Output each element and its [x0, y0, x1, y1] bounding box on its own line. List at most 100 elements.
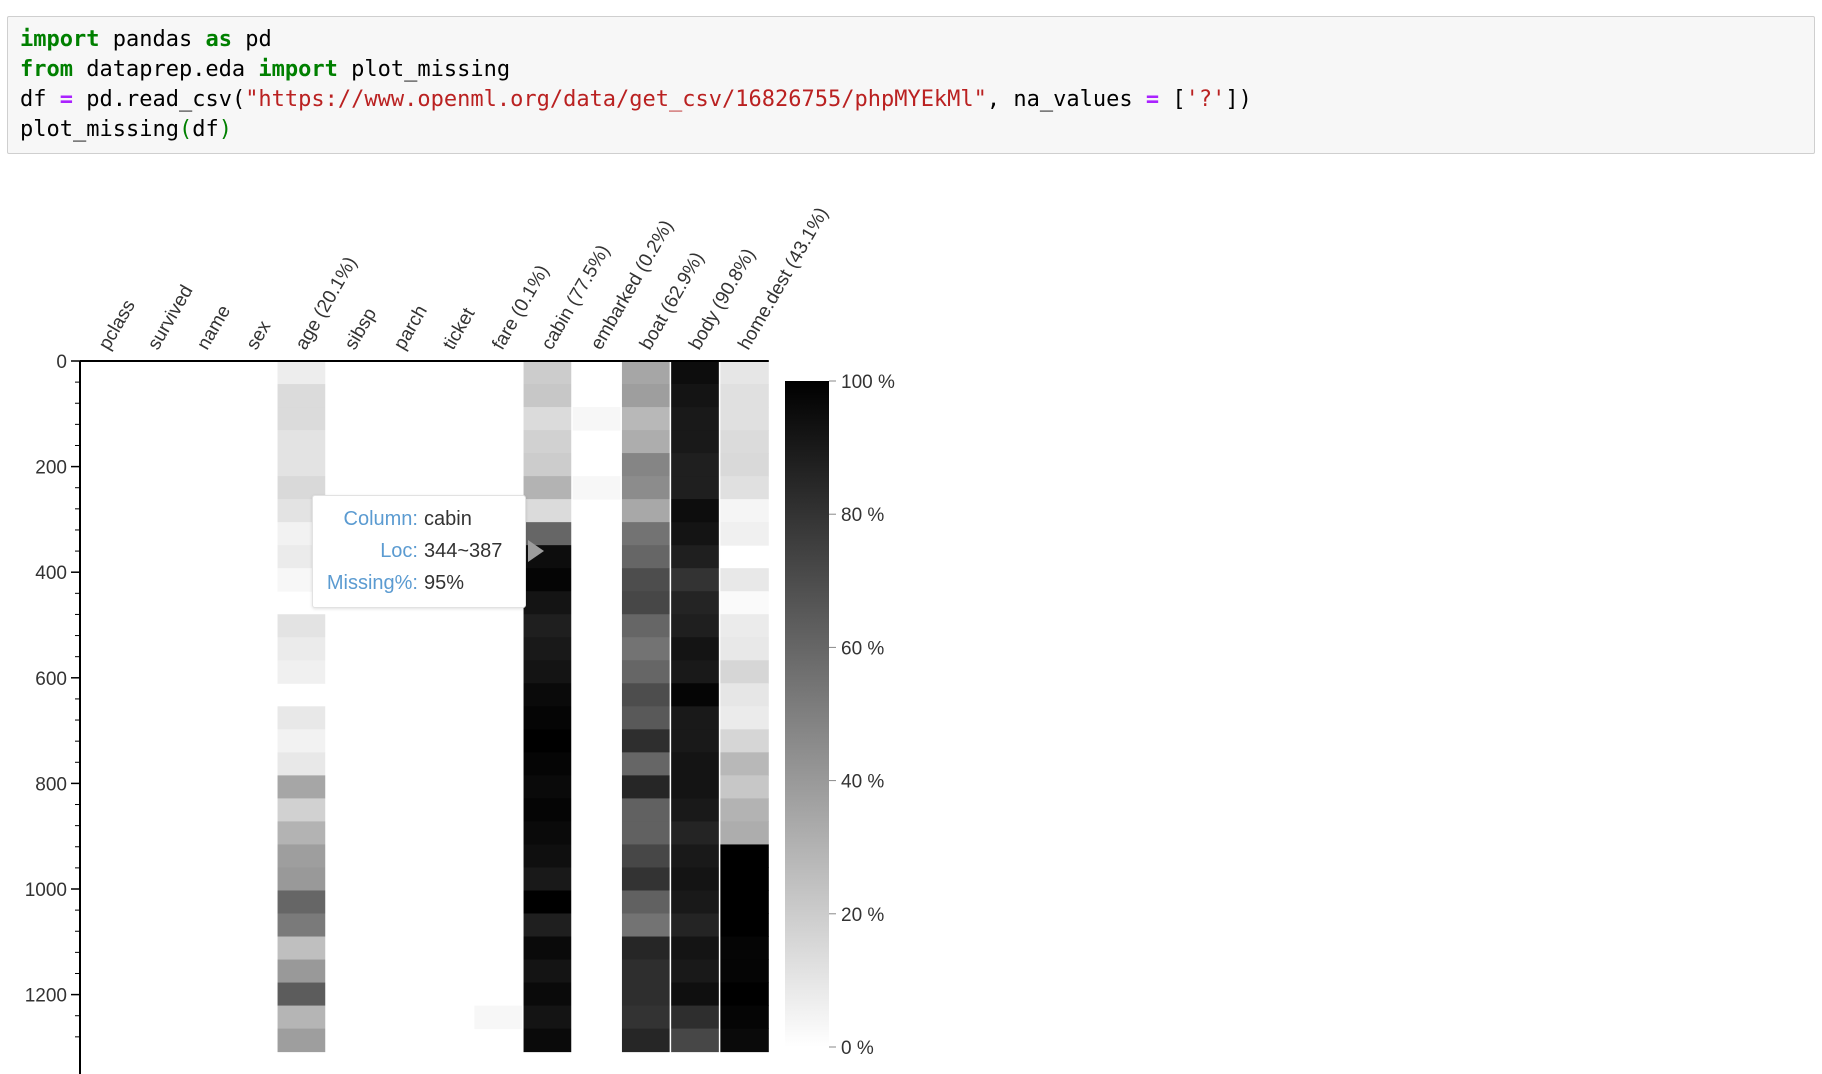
- heatmap-cell: [276, 430, 326, 454]
- heatmap-cell: [621, 706, 671, 730]
- heatmap-cell: [621, 821, 671, 845]
- heatmap-cell: [473, 1005, 523, 1030]
- column-label: sex: [242, 317, 275, 354]
- heatmap-cell: [621, 453, 671, 477]
- code-token: ]): [1225, 87, 1252, 112]
- heatmap-cell: [719, 844, 769, 868]
- colorbar-tick-label: 60 %: [841, 638, 884, 659]
- heatmap-cell: [719, 568, 769, 592]
- code-token: , na_values: [986, 87, 1146, 112]
- heatmap-cell: [719, 959, 769, 984]
- heatmap-cell: [522, 752, 572, 776]
- heatmap-cell: [670, 867, 720, 891]
- heatmap-cell: [276, 867, 326, 891]
- code-cell[interactable]: import pandas as pd from dataprep.eda im…: [7, 16, 1815, 154]
- heatmap-cell: [276, 729, 326, 753]
- hover-tooltip: Column: cabin Loc: 344~387 Missing%: 95%: [312, 495, 526, 608]
- tooltip-loc-value: 344~387: [424, 540, 503, 562]
- heatmap-cell: [670, 430, 720, 454]
- column-label: ticket: [439, 304, 480, 354]
- code-token: pd: [231, 27, 272, 52]
- tooltip-missing-value: 95%: [424, 572, 465, 594]
- code-line: from dataprep.eda import plot_missing: [20, 55, 1802, 85]
- heatmap-cell: [670, 798, 720, 822]
- heatmap-cell: [522, 729, 572, 753]
- heatmap-cell: [522, 568, 572, 592]
- heatmap-cell: [670, 890, 720, 914]
- heatmap-cell: [670, 545, 720, 569]
- heatmap-cell: [719, 913, 769, 938]
- heatmap-cell: [522, 522, 572, 546]
- heatmap-cell: [522, 637, 572, 661]
- tooltip-row-column: Column: cabin: [313, 508, 525, 534]
- heatmap-cell: [522, 660, 572, 684]
- heatmap-cell: [719, 660, 769, 684]
- code-token: '?': [1185, 87, 1226, 112]
- heatmap-cell: [719, 637, 769, 661]
- heatmap-cell: [621, 867, 671, 891]
- heatmap-cell: [621, 499, 671, 523]
- tooltip-row-loc: Loc: 344~387: [313, 540, 525, 566]
- heatmap-cell: [276, 706, 326, 730]
- code-line: df = pd.read_csv("https://www.openml.org…: [20, 85, 1802, 115]
- heatmap-cell: [670, 844, 720, 868]
- heatmap-cell: [719, 775, 769, 799]
- code-token: plot_missing: [337, 57, 511, 82]
- colorbar-tick-label: 80 %: [841, 505, 884, 526]
- heatmap-cell: [719, 821, 769, 845]
- heatmap-cell: [522, 1005, 572, 1030]
- heatmap-cell: [670, 522, 720, 546]
- heatmap-cell: [670, 913, 720, 938]
- heatmap-cell: [522, 361, 572, 385]
- heatmap-cell: [670, 706, 720, 730]
- heatmap-cell: [276, 959, 326, 984]
- y-tick-label: 1200: [25, 986, 67, 1007]
- heatmap-cell: [276, 775, 326, 799]
- tooltip-column-label: Column:: [343, 508, 418, 530]
- y-tick-label: 0: [56, 352, 67, 373]
- heatmap-cell: [719, 729, 769, 753]
- heatmap-cell: [522, 407, 572, 431]
- heatmap-cell: [670, 407, 720, 431]
- code-token: (: [178, 117, 193, 142]
- y-tick-label: 400: [35, 563, 67, 584]
- heatmap-cell: [719, 1005, 769, 1030]
- heatmap-cell: [621, 729, 671, 753]
- heatmap-cell: [276, 844, 326, 868]
- heatmap-cell: [522, 798, 572, 822]
- heatmap-cell: [621, 522, 671, 546]
- tooltip-row-missing: Missing%: 95%: [313, 572, 525, 598]
- colorbar-tick-label: 100 %: [841, 372, 895, 393]
- heatmap-cell: [719, 890, 769, 914]
- heatmap-cell: [522, 867, 572, 891]
- heatmap-cell: [621, 545, 671, 569]
- code-token: pandas: [99, 27, 206, 52]
- heatmap-cell: [670, 499, 720, 523]
- heatmap-cell: [522, 384, 572, 408]
- y-tick-label: 1000: [25, 880, 67, 901]
- heatmap-cell: [670, 476, 720, 500]
- heatmap-cell: [276, 936, 326, 961]
- heatmap-cell: [670, 683, 720, 707]
- heatmap-cell: [522, 982, 572, 1007]
- heatmap-cell: [276, 1028, 326, 1053]
- heatmap-cell: [670, 959, 720, 984]
- code-token: import: [258, 57, 338, 82]
- heatmap-cell: [670, 384, 720, 408]
- code-token: "https://www.openml.org/data/get_csv/168…: [245, 87, 987, 112]
- heatmap-cell: [621, 752, 671, 776]
- heatmap-cell: [621, 568, 671, 592]
- heatmap-cell: [522, 614, 572, 638]
- heatmap-cell: [719, 752, 769, 776]
- heatmap-cell: [621, 476, 671, 500]
- heatmap-cell: [276, 361, 326, 385]
- code-token: import: [20, 27, 100, 52]
- code-token: plot_missing: [20, 117, 179, 142]
- heatmap-cell: [719, 384, 769, 408]
- heatmap-cell: [719, 476, 769, 500]
- heatmap-cell: [719, 706, 769, 730]
- heatmap-cell: [621, 936, 671, 961]
- heatmap-cell: [719, 591, 769, 615]
- heatmap-cell: [621, 1028, 671, 1053]
